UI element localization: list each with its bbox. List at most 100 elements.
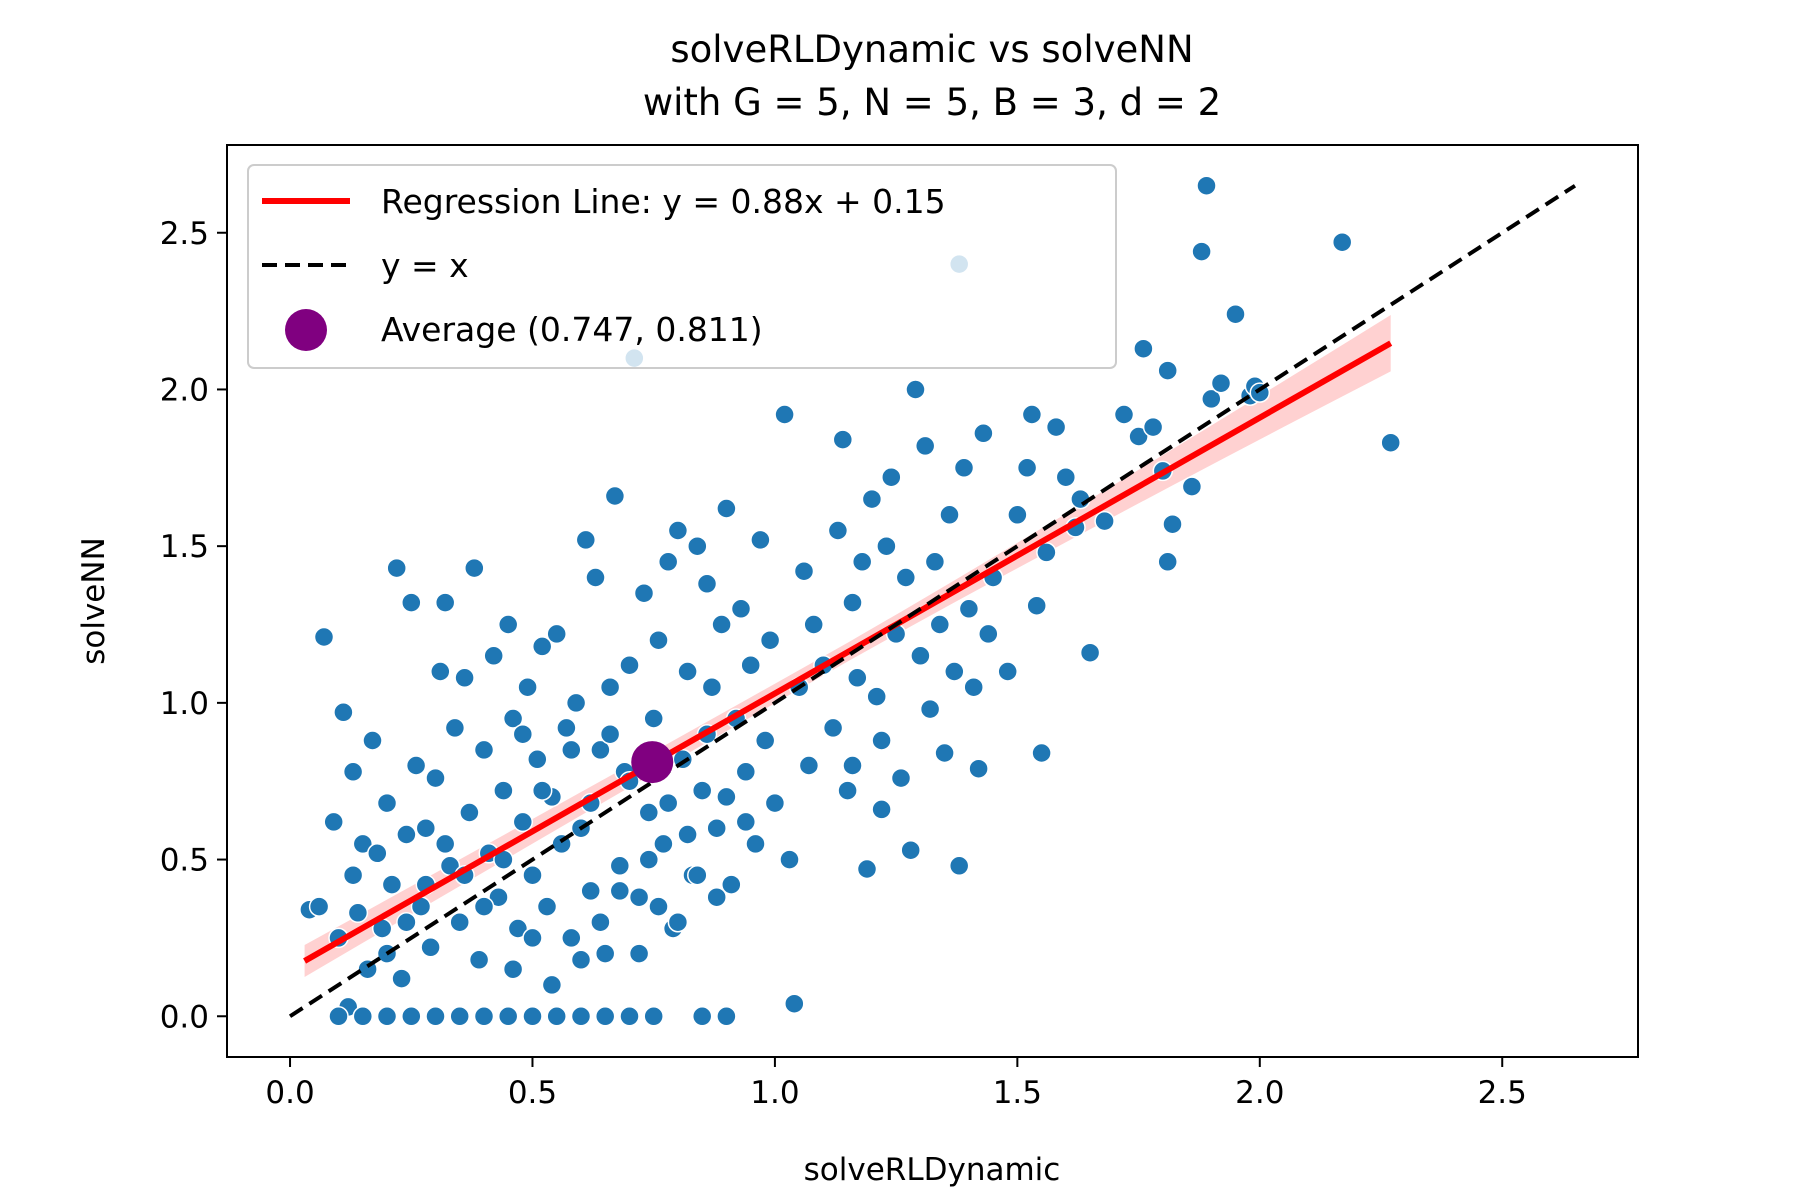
data-point <box>740 654 761 676</box>
data-point <box>657 792 679 814</box>
data-point <box>881 466 902 488</box>
data-point <box>1162 513 1183 535</box>
data-point <box>1079 642 1101 663</box>
data-point <box>648 629 669 651</box>
data-point <box>779 849 800 870</box>
data-point <box>522 1006 543 1027</box>
data-point <box>653 833 674 855</box>
x-tick-label: 1.0 <box>750 1075 799 1111</box>
data-point <box>667 911 689 933</box>
data-point <box>895 567 917 588</box>
data-point <box>546 623 567 645</box>
legend-average-label: Average (0.747, 0.811) <box>381 310 763 349</box>
data-point <box>716 1006 737 1027</box>
chart-title: solveRLDynamic vs solveNN <box>670 28 1193 71</box>
data-point <box>468 949 490 971</box>
data-point <box>430 661 451 682</box>
data-point <box>609 855 631 877</box>
data-point <box>716 498 737 519</box>
data-point <box>1181 476 1203 497</box>
data-point <box>502 708 524 729</box>
data-point <box>1210 372 1232 394</box>
regression-confidence-band <box>304 315 1391 977</box>
data-point <box>556 717 577 739</box>
data-point <box>1036 542 1057 563</box>
data-point <box>531 780 553 801</box>
data-point <box>308 896 330 917</box>
data-point <box>352 1006 374 1027</box>
data-point <box>701 676 723 698</box>
y-tick-label: 0.5 <box>160 843 209 879</box>
data-point <box>934 742 955 764</box>
legend-regression-label: Regression Line: y = 0.88x + 0.15 <box>381 182 946 221</box>
data-point <box>716 786 737 808</box>
data-point <box>565 692 587 714</box>
data-point <box>1201 388 1222 410</box>
data-point <box>754 730 776 751</box>
data-point <box>1045 416 1067 438</box>
data-point <box>764 792 786 814</box>
data-point <box>449 911 470 933</box>
data-point <box>323 811 344 833</box>
x-tick-label: 2.0 <box>1235 1075 1284 1111</box>
data-point <box>876 535 897 557</box>
data-point <box>497 614 519 635</box>
data-point <box>604 485 626 507</box>
data-point <box>657 551 679 573</box>
data-point <box>968 758 989 779</box>
data-point <box>638 802 660 823</box>
data-point <box>1191 241 1212 262</box>
x-axis-label: solveRLDynamic <box>804 1152 1061 1188</box>
data-point <box>391 968 412 989</box>
data-point <box>507 918 529 939</box>
data-point <box>594 943 616 964</box>
data-point <box>953 457 975 479</box>
identity-line <box>288 184 1577 1018</box>
data-point <box>362 730 383 751</box>
data-point <box>687 535 708 557</box>
data-point <box>561 927 582 949</box>
x-tick-label: 0.5 <box>508 1075 557 1111</box>
data-point <box>575 529 597 551</box>
data-point <box>531 636 553 657</box>
data-point <box>871 730 892 751</box>
data-point <box>396 911 417 933</box>
data-point <box>512 811 534 833</box>
data-point <box>502 958 524 980</box>
data-point <box>488 886 509 908</box>
data-point <box>464 557 485 579</box>
data-point <box>997 661 1018 682</box>
data-point <box>798 755 820 776</box>
data-point <box>396 824 417 845</box>
data-point <box>381 874 403 895</box>
data-point <box>401 592 422 613</box>
data-point <box>706 817 727 839</box>
x-tick-label: 2.5 <box>1478 1075 1527 1111</box>
data-point <box>1331 231 1353 253</box>
data-point <box>978 623 999 645</box>
y-tick-label: 1.0 <box>160 686 209 722</box>
data-point <box>687 864 708 886</box>
data-point <box>914 435 936 457</box>
data-point <box>691 1006 713 1027</box>
data-point <box>774 404 795 425</box>
data-point <box>473 1006 495 1027</box>
data-point <box>541 974 563 996</box>
data-point <box>648 896 669 917</box>
data-point <box>847 667 868 689</box>
data-point <box>415 817 437 839</box>
data-point <box>570 949 592 971</box>
data-point <box>735 761 757 783</box>
data-point <box>919 698 941 720</box>
data-point <box>585 567 606 588</box>
legend-identity-label: y = x <box>381 246 469 285</box>
data-point <box>866 686 887 707</box>
data-point <box>512 723 534 745</box>
data-point <box>890 767 912 789</box>
data-point <box>1128 426 1149 447</box>
data-point <box>784 993 805 1014</box>
data-point <box>677 824 698 845</box>
data-point <box>1133 338 1154 359</box>
data-point <box>342 761 364 783</box>
y-axis-label: solveNN <box>76 537 112 665</box>
